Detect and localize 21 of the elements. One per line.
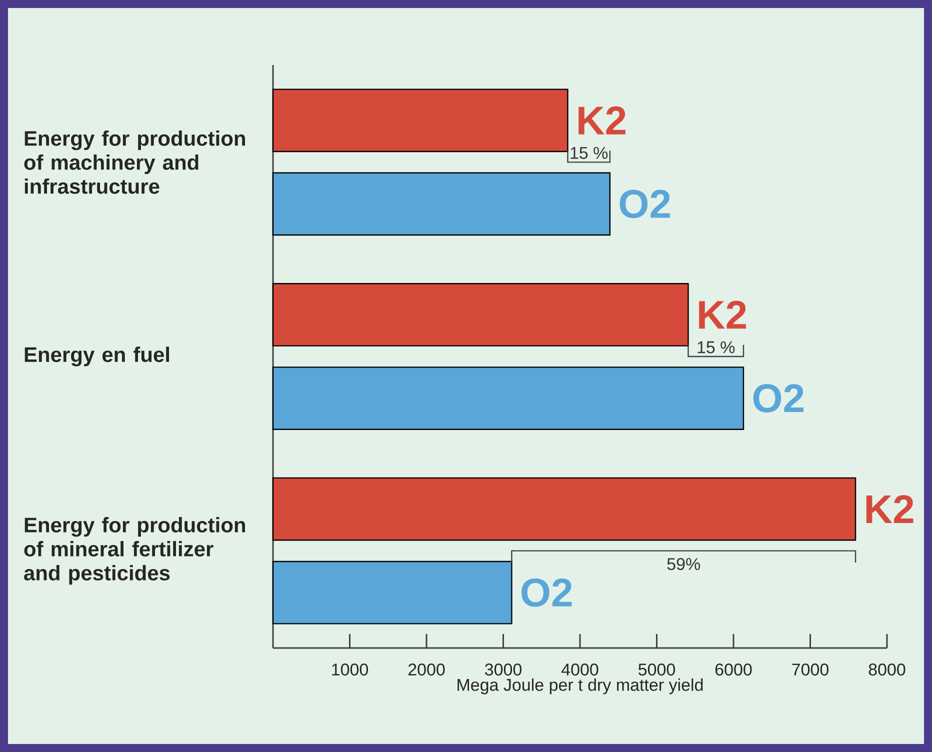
x-tick-label: 3000	[484, 664, 522, 676]
y-tick-label: Energy en fuel	[24, 346, 169, 366]
x-tick-label: 6000	[715, 664, 752, 676]
text: K2	[699, 300, 746, 329]
x-tick-label: 7000	[792, 664, 828, 676]
annotation: 15 %	[698, 341, 735, 354]
x-axis-title: Mega Joule per t dry matter yield	[458, 678, 703, 694]
x-tick-label: 5000	[638, 664, 675, 676]
text: O2	[620, 190, 670, 218]
x-tick-label: 1000	[332, 664, 368, 676]
x-tick-label: 8000	[868, 664, 906, 676]
x-tick-label: 4000	[561, 664, 598, 676]
annotation: 59%	[667, 558, 700, 570]
series-label: K2	[578, 106, 626, 134]
text: O2	[753, 384, 804, 412]
annotation: 15 %	[570, 147, 608, 159]
y-tick-label: Energy for production of mineral fertilizer and pesticides	[24, 517, 245, 585]
text: K2	[866, 495, 914, 524]
y-tick-label: Energy for production of machinery and infrastructure	[24, 130, 245, 194]
x-tick-label: 2000	[408, 664, 445, 676]
series-label: O2	[522, 578, 572, 607]
